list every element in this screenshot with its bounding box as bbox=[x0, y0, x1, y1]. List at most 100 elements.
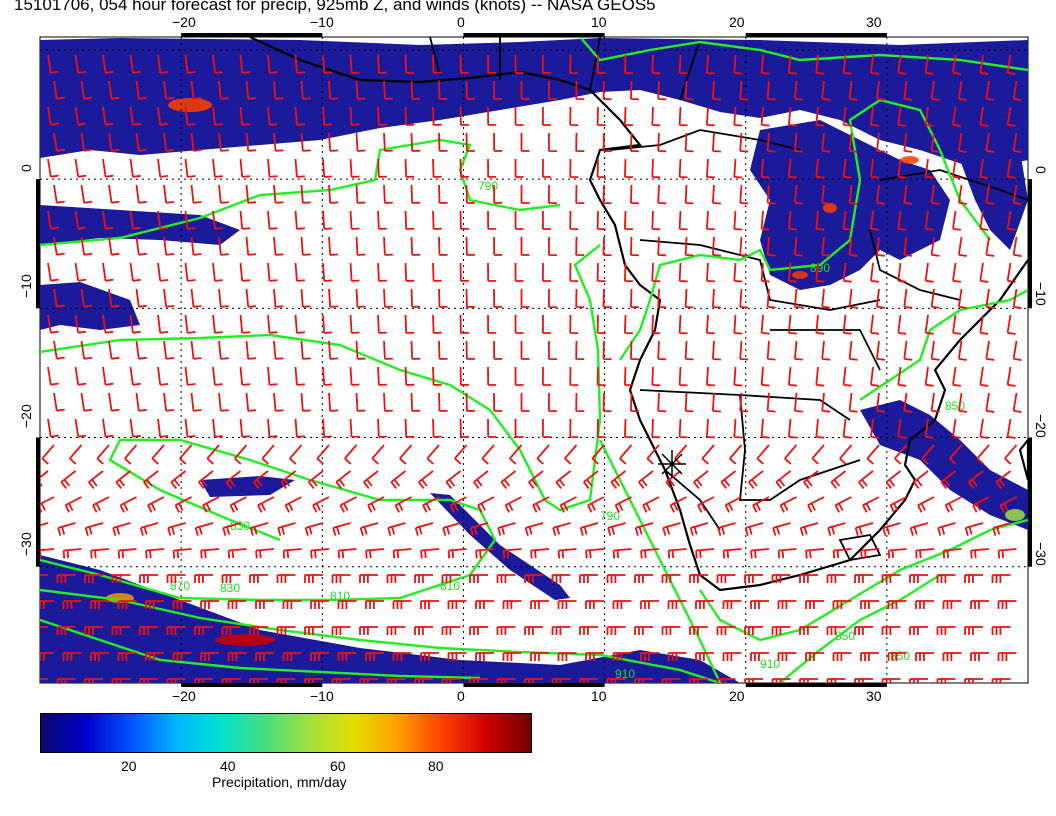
contour-label: 870 bbox=[170, 579, 190, 593]
wind-barb bbox=[355, 80, 366, 100]
wind-barb bbox=[555, 470, 572, 489]
wind-barb bbox=[143, 470, 159, 489]
wind-barb bbox=[602, 392, 612, 413]
wind-barb bbox=[276, 574, 296, 583]
wind-barb bbox=[870, 418, 880, 439]
wind-barb bbox=[897, 158, 907, 179]
wind-barb bbox=[548, 392, 557, 412]
wind-barb bbox=[157, 158, 169, 178]
wind-barb bbox=[930, 340, 940, 361]
wind-barb bbox=[328, 80, 339, 100]
wind-barb bbox=[706, 314, 715, 335]
wind-barb bbox=[74, 158, 87, 178]
wind-barb bbox=[788, 262, 797, 283]
wind-barb bbox=[487, 314, 497, 334]
wind-barb bbox=[771, 626, 791, 635]
wind-barb bbox=[410, 80, 421, 100]
wind-barb bbox=[624, 262, 633, 283]
wind-barb bbox=[108, 132, 120, 152]
wind-barb bbox=[903, 184, 913, 205]
wind-barb bbox=[184, 314, 196, 334]
wind-barb bbox=[766, 236, 776, 257]
wind-barb bbox=[596, 262, 606, 283]
wind-barb bbox=[827, 522, 846, 536]
wind-barb bbox=[200, 652, 219, 661]
wind-barb bbox=[475, 600, 494, 609]
wind-barb bbox=[585, 652, 604, 661]
wind-barb bbox=[441, 574, 461, 583]
wind-barb bbox=[102, 366, 114, 386]
contour-label: 790 bbox=[478, 179, 498, 193]
precip-hotspot bbox=[823, 203, 837, 213]
precip-north-band bbox=[40, 38, 1028, 170]
wind-barb bbox=[294, 418, 305, 438]
wind-barb bbox=[542, 54, 551, 74]
wind-barb bbox=[807, 496, 825, 513]
wind-barb bbox=[915, 652, 934, 661]
wind-barb bbox=[924, 210, 934, 231]
wind-barb bbox=[706, 106, 715, 127]
wind-barb bbox=[194, 522, 214, 536]
wind-barb bbox=[520, 341, 530, 360]
wind-barb bbox=[887, 652, 907, 661]
wind-barb bbox=[227, 652, 247, 661]
wind-barb bbox=[924, 418, 934, 439]
wind-barb bbox=[92, 496, 110, 513]
wind-barb bbox=[669, 496, 687, 513]
wind-barb bbox=[392, 600, 412, 609]
wind-barb bbox=[365, 652, 384, 661]
wind-barb bbox=[657, 392, 667, 413]
wind-barb bbox=[530, 652, 549, 661]
wind-barb bbox=[509, 444, 523, 465]
wind-barb bbox=[64, 496, 82, 513]
wind-barb bbox=[355, 288, 366, 308]
wind-barb bbox=[750, 652, 769, 661]
wind-barb bbox=[979, 418, 989, 439]
wind-barb bbox=[245, 288, 257, 308]
wind-barb bbox=[678, 262, 688, 283]
wind-barb bbox=[542, 158, 551, 178]
wind-barb bbox=[548, 184, 557, 204]
wind-barb bbox=[112, 522, 131, 536]
wind-barb bbox=[117, 652, 137, 661]
wind-barb bbox=[596, 418, 606, 439]
wind-barb bbox=[359, 574, 378, 583]
wind-barb bbox=[667, 600, 687, 609]
wind-barb bbox=[469, 678, 488, 683]
wind-barb bbox=[930, 132, 940, 153]
wind-barb bbox=[775, 470, 792, 489]
precip-front-streak-2 bbox=[200, 476, 295, 497]
wind-barb bbox=[1012, 184, 1022, 205]
wind-barb bbox=[870, 106, 880, 127]
wind-barb bbox=[915, 600, 934, 609]
wind-barb bbox=[1006, 314, 1016, 335]
lon-tick-label: 20 bbox=[729, 688, 745, 704]
wind-barb bbox=[163, 184, 175, 204]
wind-barb bbox=[979, 54, 989, 75]
axis-bars bbox=[36, 33, 1032, 687]
wind-barb bbox=[47, 366, 59, 386]
wind-barb bbox=[74, 54, 87, 74]
wind-barb bbox=[438, 340, 448, 360]
wind-barb bbox=[383, 340, 393, 360]
wind-barb bbox=[532, 496, 550, 513]
wind-barb bbox=[794, 184, 803, 205]
wind-barb bbox=[135, 340, 147, 360]
wind-barb bbox=[716, 574, 736, 583]
wind-barb bbox=[712, 184, 721, 205]
wind-barb bbox=[614, 496, 632, 513]
wind-barb bbox=[894, 444, 908, 465]
wind-barb bbox=[848, 80, 858, 101]
wind-barb bbox=[678, 366, 688, 387]
wind-barb bbox=[788, 418, 797, 439]
wind-barb bbox=[111, 574, 131, 583]
axis-bar-right bbox=[1028, 437, 1032, 567]
wind-barb bbox=[404, 158, 415, 178]
wind-barb bbox=[733, 262, 743, 283]
lat-tick-label: −20 bbox=[1033, 414, 1049, 438]
wind-barb bbox=[218, 236, 229, 256]
wind-barb bbox=[344, 444, 358, 465]
location-marker-icon bbox=[658, 450, 686, 478]
wind-barb bbox=[661, 678, 681, 683]
wind-barb bbox=[815, 158, 825, 179]
